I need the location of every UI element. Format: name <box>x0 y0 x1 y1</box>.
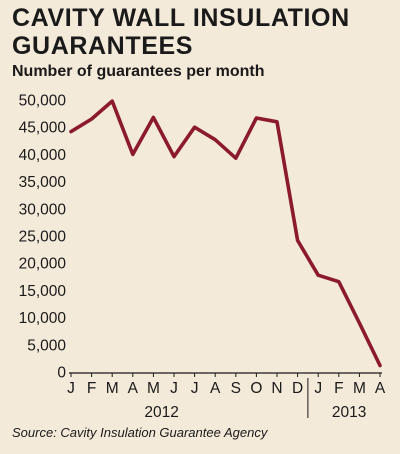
year-label: 2012 <box>144 404 178 421</box>
y-tick-label: 15,000 <box>19 283 67 300</box>
x-tick-label: M <box>106 380 119 397</box>
chart-title-line-1: CAVITY WALL INSULATION <box>12 4 350 32</box>
year-label: 2013 <box>332 404 366 421</box>
y-tick-label: 40,000 <box>19 147 67 164</box>
y-tick-label: 45,000 <box>19 120 67 137</box>
x-tick-label: D <box>292 380 303 397</box>
series-group <box>69 99 382 368</box>
y-tick-label: 50,000 <box>19 93 67 110</box>
x-tick-label: O <box>250 380 262 397</box>
x-tick-label: J <box>67 380 75 397</box>
series-line <box>69 99 382 368</box>
y-tick-label: 20,000 <box>19 256 67 273</box>
x-tick-label: J <box>191 380 199 397</box>
x-tick-label: J <box>170 380 178 397</box>
source-note: Source: Cavity Insulation Guarantee Agen… <box>12 425 268 440</box>
x-tick-label: A <box>128 380 139 397</box>
y-tick-label: 5,000 <box>27 337 66 354</box>
x-tick-label: N <box>271 380 282 397</box>
x-tick-label: A <box>210 380 221 397</box>
x-tick-label: M <box>353 380 366 397</box>
y-tick-label: 10,000 <box>19 310 67 327</box>
x-tick-label: M <box>147 380 160 397</box>
chart-subtitle: Number of guarantees per month <box>12 63 265 80</box>
x-tick-label: F <box>334 380 343 397</box>
chart-title-line-2: GUARANTEES <box>12 32 194 60</box>
chart-title: CAVITY WALL INSULATION GUARANTEES <box>12 4 350 60</box>
x-tick-label: F <box>87 380 96 397</box>
y-tick-label: 30,000 <box>19 201 67 218</box>
y-tick-label: 35,000 <box>19 174 67 191</box>
x-tick-label: S <box>231 380 241 397</box>
y-tick-label: 25,000 <box>19 229 67 246</box>
y-axis: 0 5,000 10,000 15,000 20,000 25,000 30,000 35,0… <box>19 93 67 382</box>
x-tick-label: J <box>314 380 322 397</box>
y-tick-label: 0 <box>57 365 66 382</box>
x-tick-label: A <box>375 380 386 397</box>
